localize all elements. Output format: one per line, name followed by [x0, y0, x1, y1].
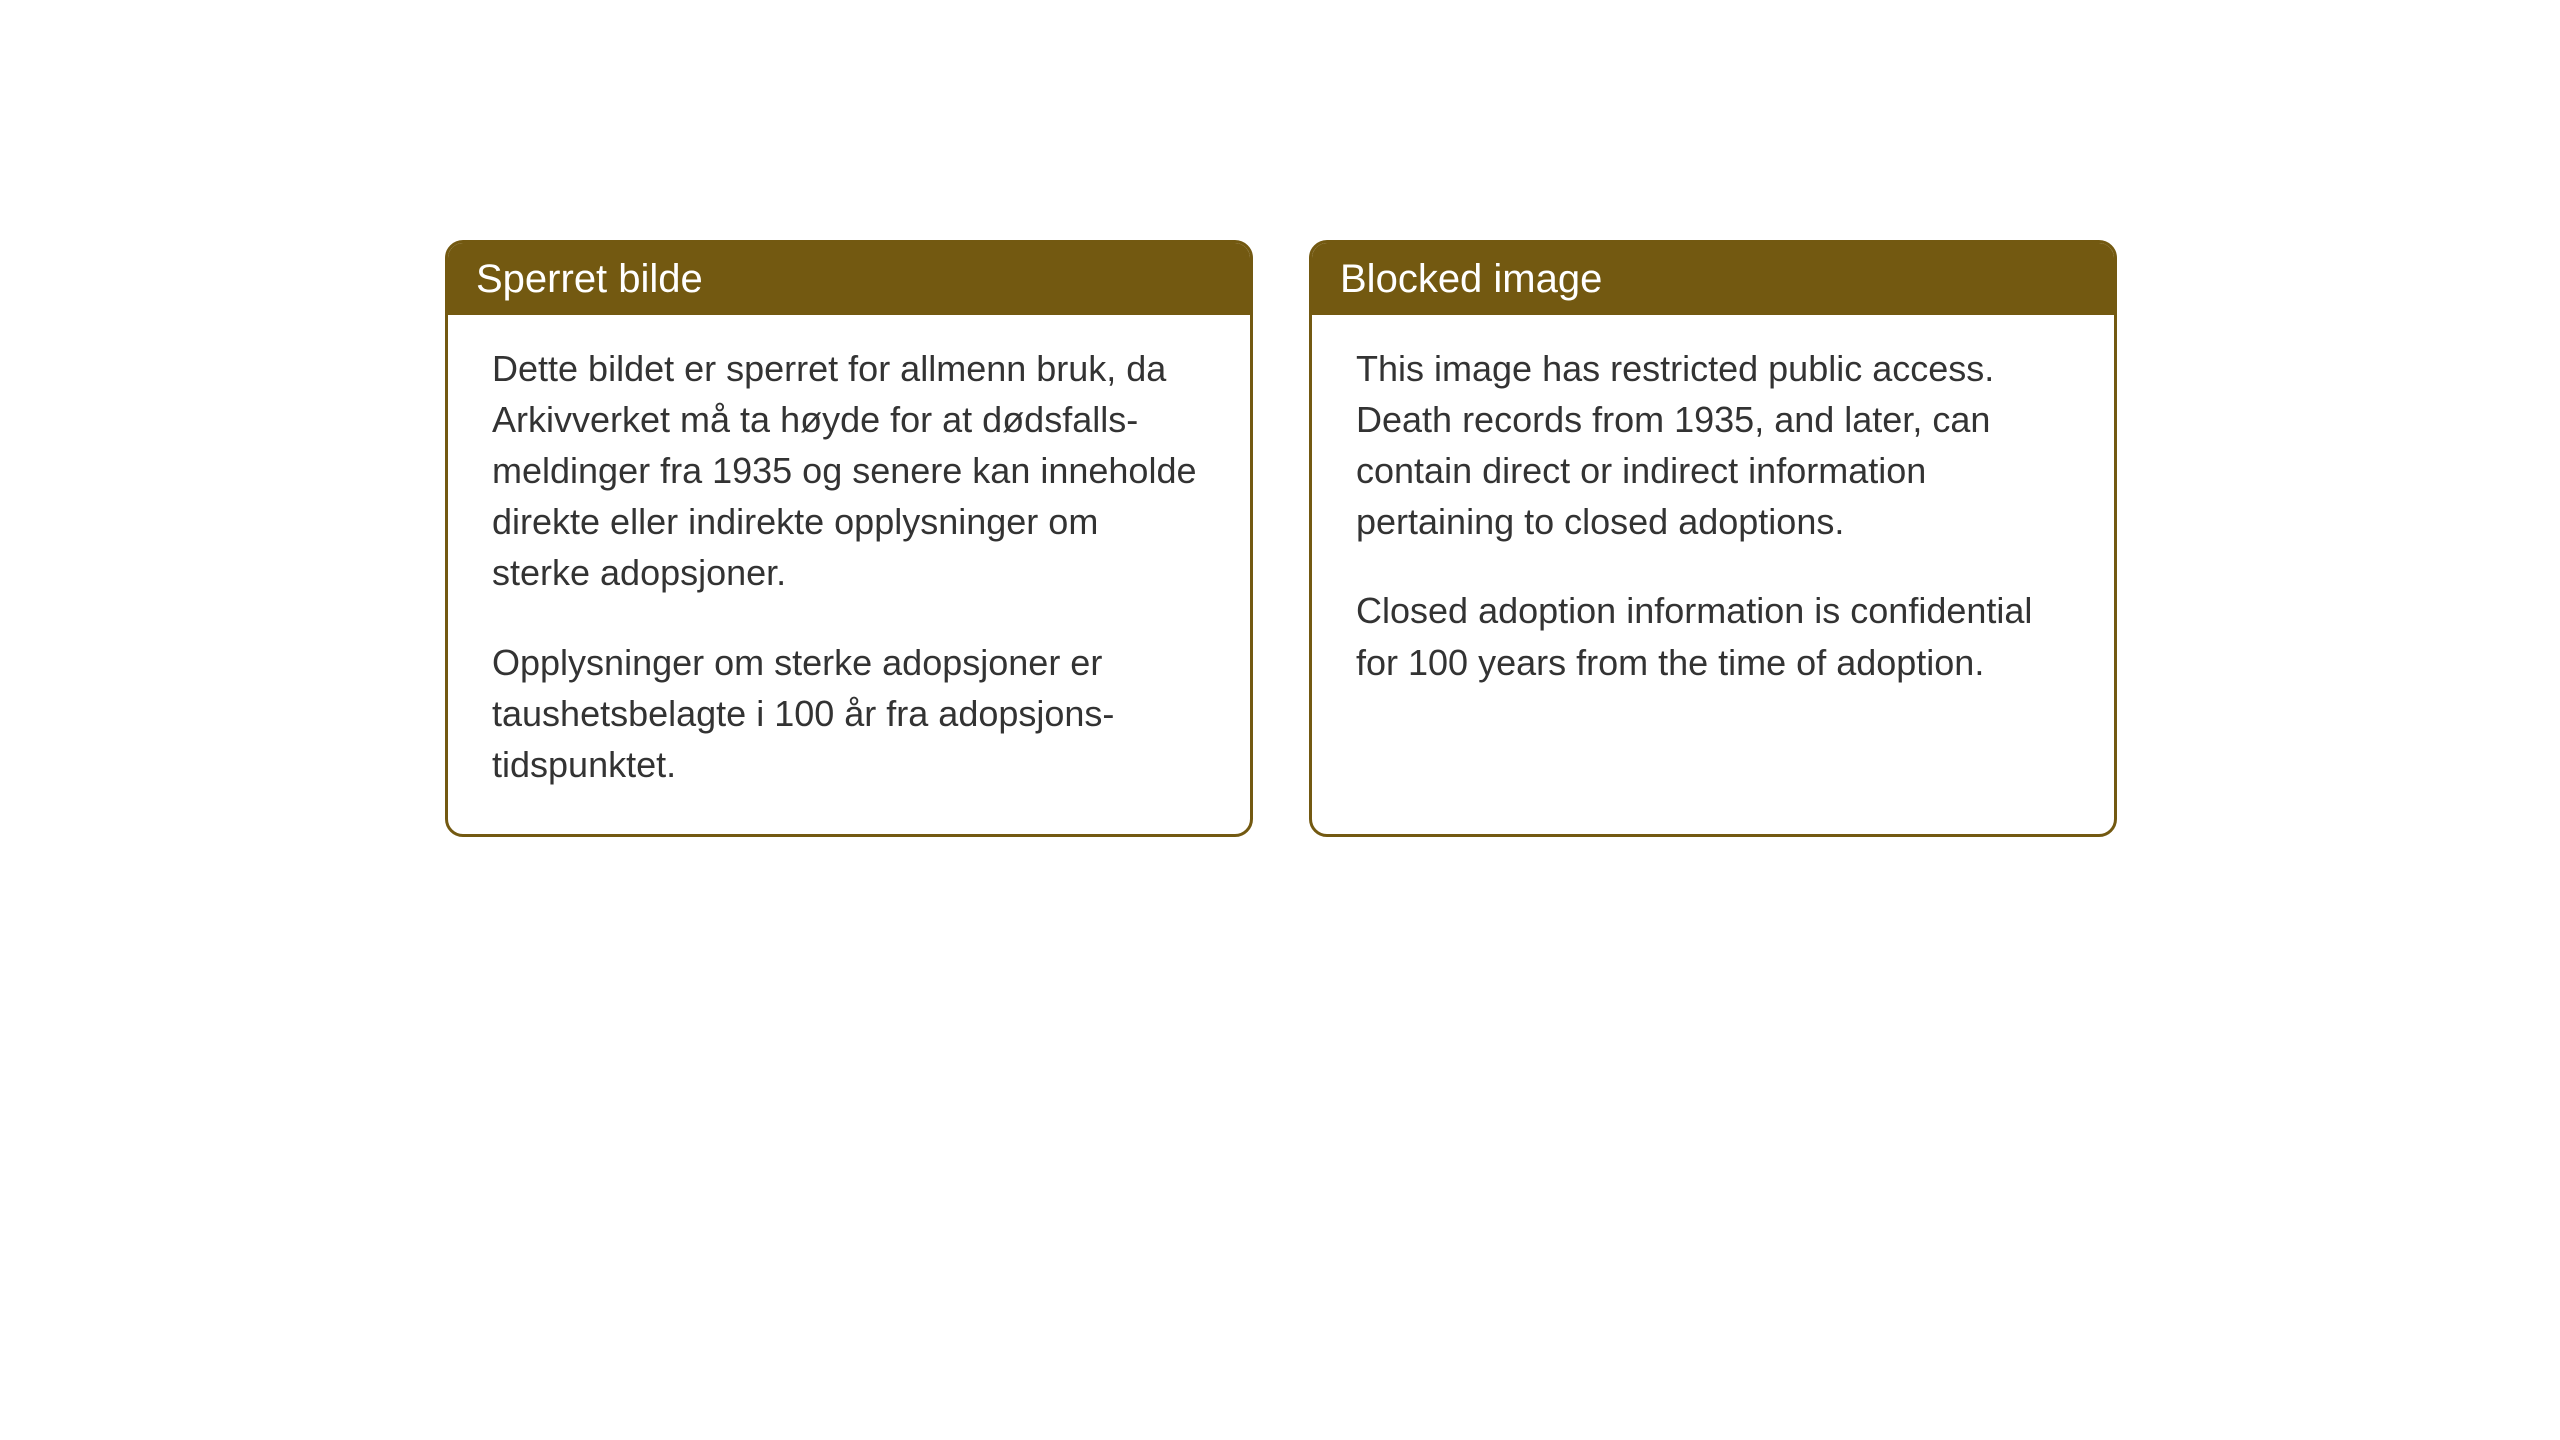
card-paragraph-norwegian-2: Opplysninger om sterke adopsjoner er tau… — [492, 637, 1206, 790]
card-header-norwegian: Sperret bilde — [448, 243, 1250, 315]
card-body-english: This image has restricted public access.… — [1312, 315, 2114, 732]
card-title-english: Blocked image — [1340, 257, 1602, 301]
notice-card-norwegian: Sperret bilde Dette bildet er sperret fo… — [445, 240, 1253, 837]
card-paragraph-norwegian-1: Dette bildet er sperret for allmenn bruk… — [492, 343, 1206, 599]
notice-container: Sperret bilde Dette bildet er sperret fo… — [445, 240, 2117, 837]
card-header-english: Blocked image — [1312, 243, 2114, 315]
card-paragraph-english-1: This image has restricted public access.… — [1356, 343, 2070, 547]
card-paragraph-english-2: Closed adoption information is confident… — [1356, 585, 2070, 687]
notice-card-english: Blocked image This image has restricted … — [1309, 240, 2117, 837]
card-title-norwegian: Sperret bilde — [476, 257, 703, 301]
card-body-norwegian: Dette bildet er sperret for allmenn bruk… — [448, 315, 1250, 834]
